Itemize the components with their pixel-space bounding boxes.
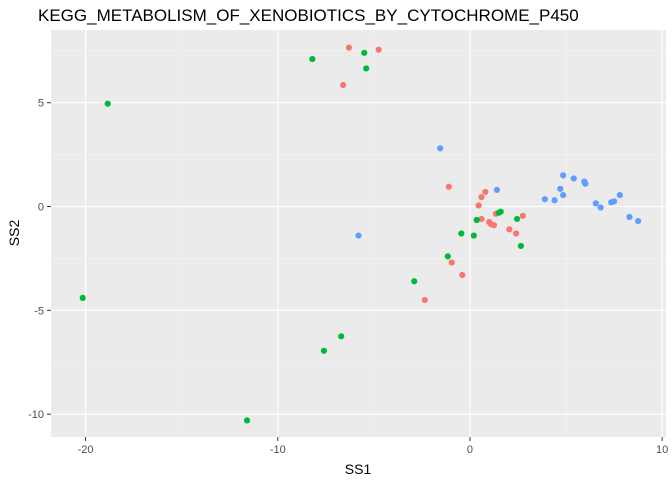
x-axis-title: SS1 [345,461,372,477]
data-point [421,296,428,304]
data-point [597,204,604,211]
data-point [104,100,111,107]
data-point [519,212,526,219]
y-tick-label: 0 [38,202,44,214]
y-axis-title: SS2 [6,220,22,247]
data-point [478,215,485,223]
y-axis-ticks: -10 -5 0 5 [28,98,51,421]
data-point [309,55,316,63]
data-point [551,197,558,204]
major-gridlines [51,30,666,437]
data-point [444,253,451,260]
data-point [470,232,477,239]
data-point [512,230,520,237]
data-point [338,333,345,340]
data-point [475,202,482,209]
data-point [517,242,524,250]
data-point [448,259,455,266]
data-point [437,145,444,152]
y-tick-label: 5 [38,98,44,110]
y-tick-label: -10 [28,409,44,421]
data-point [459,271,466,279]
data-point [355,232,362,239]
data-point [626,213,633,220]
data-point [560,172,567,179]
data-point [375,46,382,53]
data-point [616,191,623,199]
data-point [560,191,567,199]
data-points [79,44,642,424]
x-axis-ticks: -20 -10 0 10 [78,437,668,456]
data-point [458,230,465,237]
chart-title: KEGG_METABOLISM_OF_XENOBIOTICS_BY_CYTOCH… [38,6,579,25]
data-point [582,180,589,187]
data-point [345,44,352,51]
data-point [490,222,498,229]
data-point [592,200,599,207]
x-tick-label: 10 [656,444,668,456]
data-point [506,226,513,233]
data-point [541,196,549,203]
data-point [557,185,564,192]
data-point [493,186,500,193]
data-point [478,194,485,201]
data-point [340,81,347,89]
data-point [243,417,251,424]
data-point [361,49,368,56]
data-point [320,347,328,354]
data-point [513,215,521,223]
x-tick-label: -10 [270,444,286,456]
data-point [445,183,452,190]
data-point [473,216,480,224]
minor-gridlines [51,30,666,437]
y-tick-label: -5 [34,305,44,317]
data-point [482,188,489,196]
data-point [497,208,504,215]
data-point [570,175,577,182]
data-point [611,198,618,205]
data-point [363,65,370,72]
data-point [635,217,642,225]
x-tick-label: -20 [78,444,94,456]
data-point [79,294,86,301]
data-point [411,278,418,285]
x-tick-label: 0 [467,444,473,456]
